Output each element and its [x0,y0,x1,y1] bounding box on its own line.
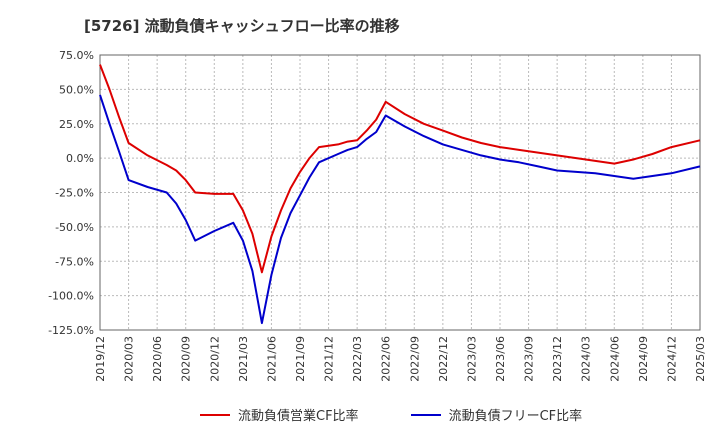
y-tick-label: 75.0% [59,49,94,62]
line-chart: 75.0% 50.0% 25.0% 0.0% -25.0% -50.0% -75.0% -10… [48,49,707,382]
y-tick-label: -25.0% [55,187,94,200]
series-line-free-cf [99,94,701,325]
x-tick-label: 2021/09 [294,336,307,382]
legend-label: 流動負債フリーCF比率 [448,409,583,424]
x-tick-label: 2023/03 [465,336,478,382]
chart-title: [5726] 流動負債キャッシュフロー比率の推移 [84,17,400,35]
x-tick-label: 2021/06 [265,336,278,382]
x-tick-label: 2023/06 [494,336,507,382]
legend-label: 流動負債営業CF比率 [238,409,359,424]
x-tick-label: 2025/03 [694,336,707,382]
y-tick-label: -125.0% [48,324,94,337]
x-tick-label: 2019/12 [94,336,107,382]
x-tick-label: 2020/03 [123,336,136,382]
y-tick-label: -75.0% [55,255,94,268]
x-tick-label: 2020/09 [180,336,193,382]
plot-frame [99,54,701,331]
y-tick-label: -100.0% [48,290,94,303]
legend-item-operating-cf: 流動負債営業CF比率 [200,405,359,424]
x-tick-label: 2022/06 [380,336,393,382]
x-tick-label: 2024/06 [608,336,621,382]
y-tick-label: 0.0% [66,152,94,165]
legend-item-free-cf: 流動負債フリーCF比率 [410,405,583,424]
x-tick-label: 2022/03 [351,336,364,382]
y-tick-label: -50.0% [55,221,94,234]
x-tick-label: 2024/12 [665,336,678,382]
x-tick-label: 2024/09 [637,336,650,382]
legend-swatch-red [200,413,230,416]
series-line-operating-cf [99,64,701,274]
x-tick-label: 2022/12 [437,336,450,382]
x-tick-label: 2021/03 [237,336,250,382]
x-tick-label: 2021/12 [323,336,336,382]
x-tick-label: 2022/09 [408,336,421,382]
x-tick-label: 2024/03 [580,336,593,382]
legend: 流動負債営業CF比率 流動負債フリーCF比率 [200,405,582,424]
x-tick-label: 2020/12 [208,336,221,382]
legend-swatch-blue [410,413,441,416]
y-tick-label: 50.0% [59,83,94,96]
x-tick-label: 2020/06 [151,336,164,382]
x-tick-label: 2023/09 [523,336,536,382]
x-tick-label: 2023/12 [551,336,564,382]
y-tick-label: 25.0% [59,118,94,131]
